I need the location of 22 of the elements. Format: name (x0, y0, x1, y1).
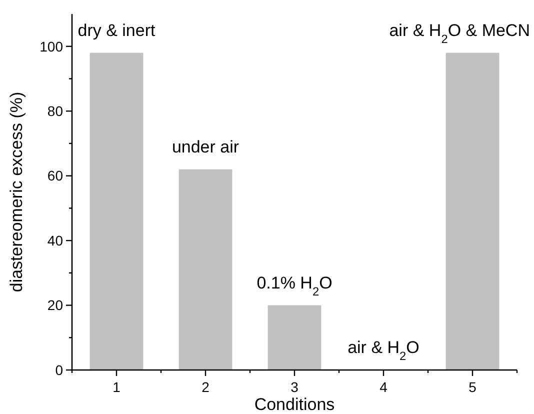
y-tick-label: 40 (47, 232, 64, 248)
y-tick-label: 0 (55, 362, 64, 378)
x-tick-label: 5 (468, 379, 477, 395)
y-tick-label: 100 (40, 38, 64, 54)
y-tick-label: 60 (47, 168, 64, 184)
x-tick-label: 1 (112, 379, 121, 395)
bar (268, 305, 322, 370)
annotation: under air (172, 137, 240, 156)
x-tick-label: 4 (380, 379, 388, 395)
x-axis-title: Conditions (254, 395, 335, 414)
y-tick-label: 80 (47, 102, 64, 119)
x-tick-label: 3 (290, 379, 299, 395)
annotation: dry & inert (78, 20, 156, 40)
y-axis-title: diastereomeric excess (%) (7, 92, 26, 292)
y-tick-label: 20 (47, 297, 64, 314)
bar (446, 52, 500, 370)
annotation: 0.1% H$_{2}$O (256, 273, 332, 298)
bar (178, 169, 232, 370)
x-tick-label: 2 (202, 379, 210, 395)
annotation: air & H$_{2}$O & MeCN (389, 20, 530, 46)
bar (90, 52, 144, 370)
annotation: air & H$_{2}$O (348, 338, 420, 363)
